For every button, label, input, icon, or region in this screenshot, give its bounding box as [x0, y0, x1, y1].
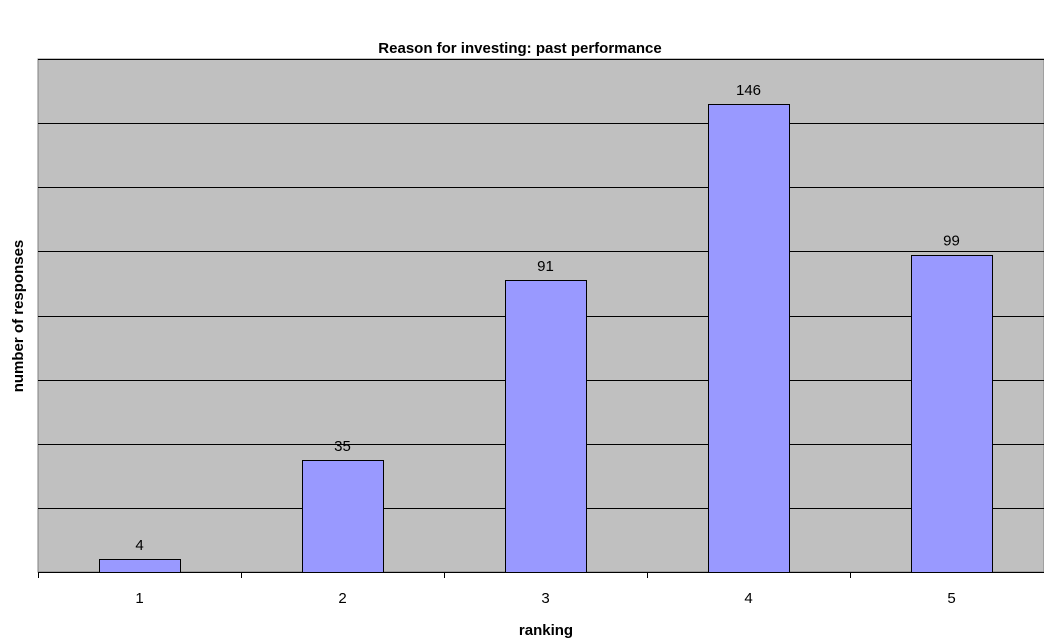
bar-3 [505, 280, 587, 573]
data-labels: 4 35 91 146 99 [135, 82, 960, 554]
data-label-2: 35 [334, 438, 351, 455]
x-ticks [38, 572, 851, 578]
x-axis-label: ranking [519, 622, 573, 639]
x-tick-label-2: 2 [338, 590, 346, 607]
x-tick-label-5: 5 [947, 590, 955, 607]
x-tick-label-3: 3 [541, 590, 549, 607]
data-label-4: 146 [736, 82, 761, 99]
bar-4 [708, 104, 790, 573]
x-tick-label-1: 1 [135, 590, 143, 607]
x-tick-label-4: 4 [744, 590, 752, 607]
data-label-3: 91 [537, 258, 554, 275]
bar-2 [302, 460, 384, 573]
y-axis-label: number of responses [10, 240, 27, 393]
bars [99, 104, 993, 573]
x-tick-labels: 1 2 3 4 5 [135, 590, 955, 607]
data-label-1: 4 [135, 537, 143, 554]
data-label-5: 99 [943, 233, 960, 250]
bar-1 [99, 559, 181, 573]
bar-5 [911, 255, 993, 573]
chart-title: Reason for investing: past performance [378, 40, 661, 57]
